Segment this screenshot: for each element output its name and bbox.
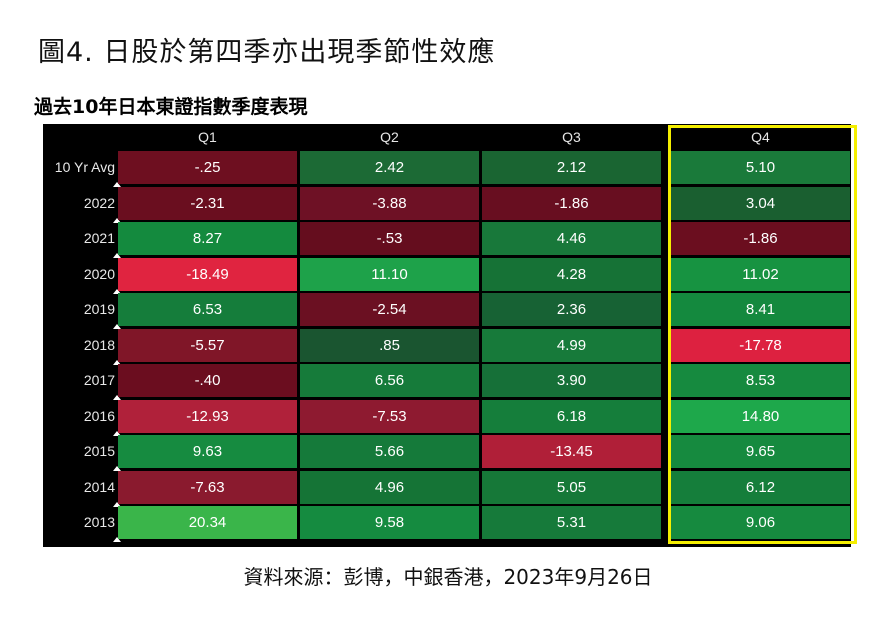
heatmap-cell: 6.12 — [671, 470, 850, 504]
column-header-q1: Q1 — [198, 129, 217, 145]
heatmap-cell: -5.57 — [118, 328, 297, 362]
heatmap-cell: 2.12 — [482, 151, 661, 184]
heatmap-cell: -.53 — [300, 222, 479, 255]
heatmap-cell: 20.34 — [118, 506, 297, 539]
row-marker-icon — [113, 182, 121, 187]
figure-title: 圖4. 日股於第四季亦出現季節性效應 — [38, 37, 496, 68]
heatmap-cell: 2.42 — [300, 151, 479, 184]
row-marker-icon — [113, 395, 121, 400]
row-marker-icon — [113, 537, 121, 542]
heatmap-cell: 6.18 — [482, 399, 661, 433]
heatmap-cell: 3.04 — [671, 186, 850, 220]
heatmap-cell: -12.93 — [118, 399, 297, 433]
q4-highlight-box — [668, 125, 857, 544]
row-label: 10 Yr Avg — [54, 159, 115, 175]
heatmap-cell: 5.66 — [300, 435, 479, 468]
source-note: 資料來源：彭博，中銀香港，2023年9月26日 — [243, 565, 653, 589]
heatmap-cell: -.25 — [118, 151, 297, 184]
heatmap-cell: -2.54 — [300, 293, 479, 326]
row-label: 2018 — [83, 336, 115, 353]
row-marker-icon — [113, 288, 121, 294]
heatmap-cell: -1.86 — [671, 222, 850, 255]
chart-subtitle: 過去10年日本東證指數季度表現 — [34, 96, 308, 118]
column-header-q4: Q4 — [751, 129, 770, 145]
row-marker-icon — [113, 501, 121, 507]
row-label: 2015 — [83, 443, 115, 459]
heatmap-cell: 9.63 — [118, 435, 297, 468]
column-header-q3: Q3 — [562, 129, 581, 145]
heatmap-cell: -3.88 — [300, 186, 479, 220]
column-header-q2: Q2 — [380, 129, 399, 145]
heatmap-cell: 6.53 — [118, 293, 297, 326]
heatmap-cell: 4.46 — [482, 222, 661, 255]
heatmap-cell: -1.86 — [482, 186, 661, 220]
heatmap-cell: 11.10 — [300, 257, 479, 291]
row-label: 2014 — [83, 478, 115, 495]
row-label: 2013 — [83, 514, 115, 530]
heatmap-cell: 9.58 — [300, 506, 479, 539]
heatmap-cell: 8.27 — [118, 222, 297, 255]
heatmap-cell: 5.05 — [482, 470, 661, 504]
heatmap-cell: 2.36 — [482, 293, 661, 326]
heatmap-cell: -7.53 — [300, 399, 479, 433]
heatmap-cell: 8.53 — [671, 364, 850, 397]
heatmap-cell: 8.41 — [671, 293, 850, 326]
heatmap-table: Q1 Q2 Q3 Q4 10 Yr Avg -.25 2.42 2.12 5.10 2022 -2.… — [43, 124, 851, 547]
heatmap-cell: 4.28 — [482, 257, 661, 291]
heatmap-cell: -17.78 — [671, 328, 850, 362]
heatmap-cell: 3.90 — [482, 364, 661, 397]
heatmap-cell: 4.99 — [482, 328, 661, 362]
heatmap-cell: -13.45 — [482, 435, 661, 468]
row-marker-icon — [113, 217, 121, 223]
row-label: 2016 — [83, 407, 115, 424]
row-marker-icon — [113, 253, 121, 258]
row-marker-icon — [113, 466, 121, 471]
row-label: 2021 — [83, 230, 115, 246]
row-marker-icon — [113, 430, 121, 436]
heatmap-cell: 4.96 — [300, 470, 479, 504]
heatmap-cell: 5.31 — [482, 506, 661, 539]
heatmap-cell: 11.02 — [671, 257, 850, 291]
heatmap-cell: 9.65 — [671, 435, 850, 468]
heatmap-cell: 5.10 — [671, 151, 850, 184]
heatmap-cell: 14.80 — [671, 399, 850, 433]
heatmap-cell: .85 — [300, 328, 479, 362]
row-marker-icon — [113, 359, 121, 365]
heatmap-cell: -.40 — [118, 364, 297, 397]
heatmap-cell: -2.31 — [118, 186, 297, 220]
heatmap-cell: 9.06 — [671, 506, 850, 539]
heatmap-cell: 6.56 — [300, 364, 479, 397]
heatmap-cell: -18.49 — [118, 257, 297, 291]
row-label: 2022 — [83, 194, 115, 211]
row-label: 2020 — [83, 265, 115, 282]
row-label: 2017 — [83, 372, 115, 388]
heatmap-cell: -7.63 — [118, 470, 297, 504]
row-marker-icon — [113, 324, 121, 329]
row-label: 2019 — [83, 301, 115, 317]
